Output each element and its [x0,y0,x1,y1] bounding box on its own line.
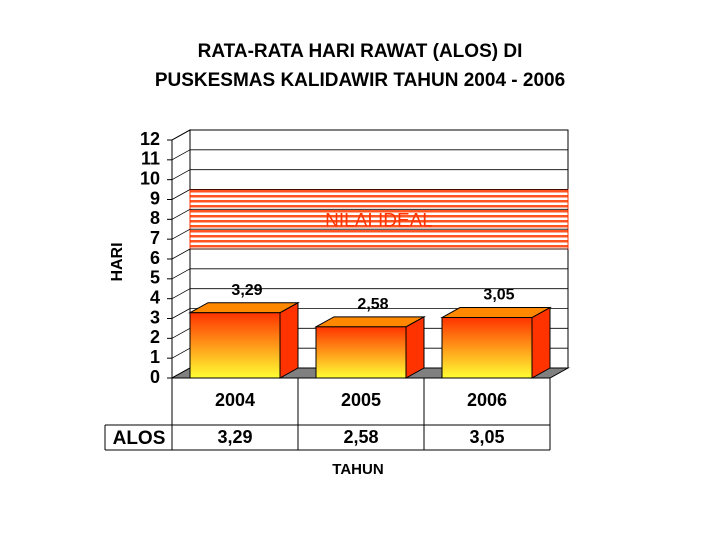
data-label: 3,29 [231,282,262,299]
y-tick-label: 4 [150,287,160,307]
bar-top [188,302,300,314]
grid-line [171,327,191,339]
bar-top [314,316,426,328]
y-tick-label: 10 [140,168,160,188]
table-value: 2,58 [343,427,378,447]
grid-line [171,248,191,260]
bar [441,317,533,379]
bar-side [405,315,425,379]
chart-title: PUSKESMAS KALIDAWIR TAHUN 2004 - 2006 [155,70,565,91]
grid-line [171,228,191,240]
y-tick-label: 5 [150,268,160,288]
grid-line [171,129,191,141]
y-tick-label: 0 [150,367,160,387]
x-tick-label: 2006 [467,390,507,410]
y-tick-label: 1 [150,347,160,367]
y-tick-label: 12 [140,129,160,149]
y-tick-label: 9 [150,188,160,208]
y-tick-label: 8 [150,208,160,228]
y-tick-label: 3 [150,307,160,327]
grid-line [171,189,191,200]
y-tick-label: 11 [141,149,160,169]
bar-side [531,306,551,379]
bar [189,312,281,379]
bar-side [279,301,299,379]
grid-line [171,169,191,181]
y-tick-label: 2 [150,327,160,347]
grid-line [171,288,191,300]
chart-title: RATA-RATA HARI RAWAT (ALOS) DI [198,41,523,62]
y-axis-label: HARI [109,242,126,281]
table-value: 3,05 [469,427,504,447]
x-axis-label: TAHUN [332,461,383,478]
grid-line [171,149,191,161]
y-tick-label: 6 [150,248,160,268]
x-tick-label: 2005 [341,390,381,410]
grid-line [171,208,191,220]
annotation-label: NILAI IDEAL [325,210,433,231]
data-label: 3,05 [483,287,514,304]
data-label: 2,58 [357,296,388,313]
y-tick-label: 7 [150,228,160,248]
legend-label: ALOS [113,428,166,449]
grid-line [171,308,191,319]
table-value: 3,29 [217,427,252,447]
bar [315,326,407,379]
grid-line [171,268,191,280]
x-tick-label: 2004 [215,390,255,410]
grid-line [171,347,191,359]
bar-top [440,307,552,319]
